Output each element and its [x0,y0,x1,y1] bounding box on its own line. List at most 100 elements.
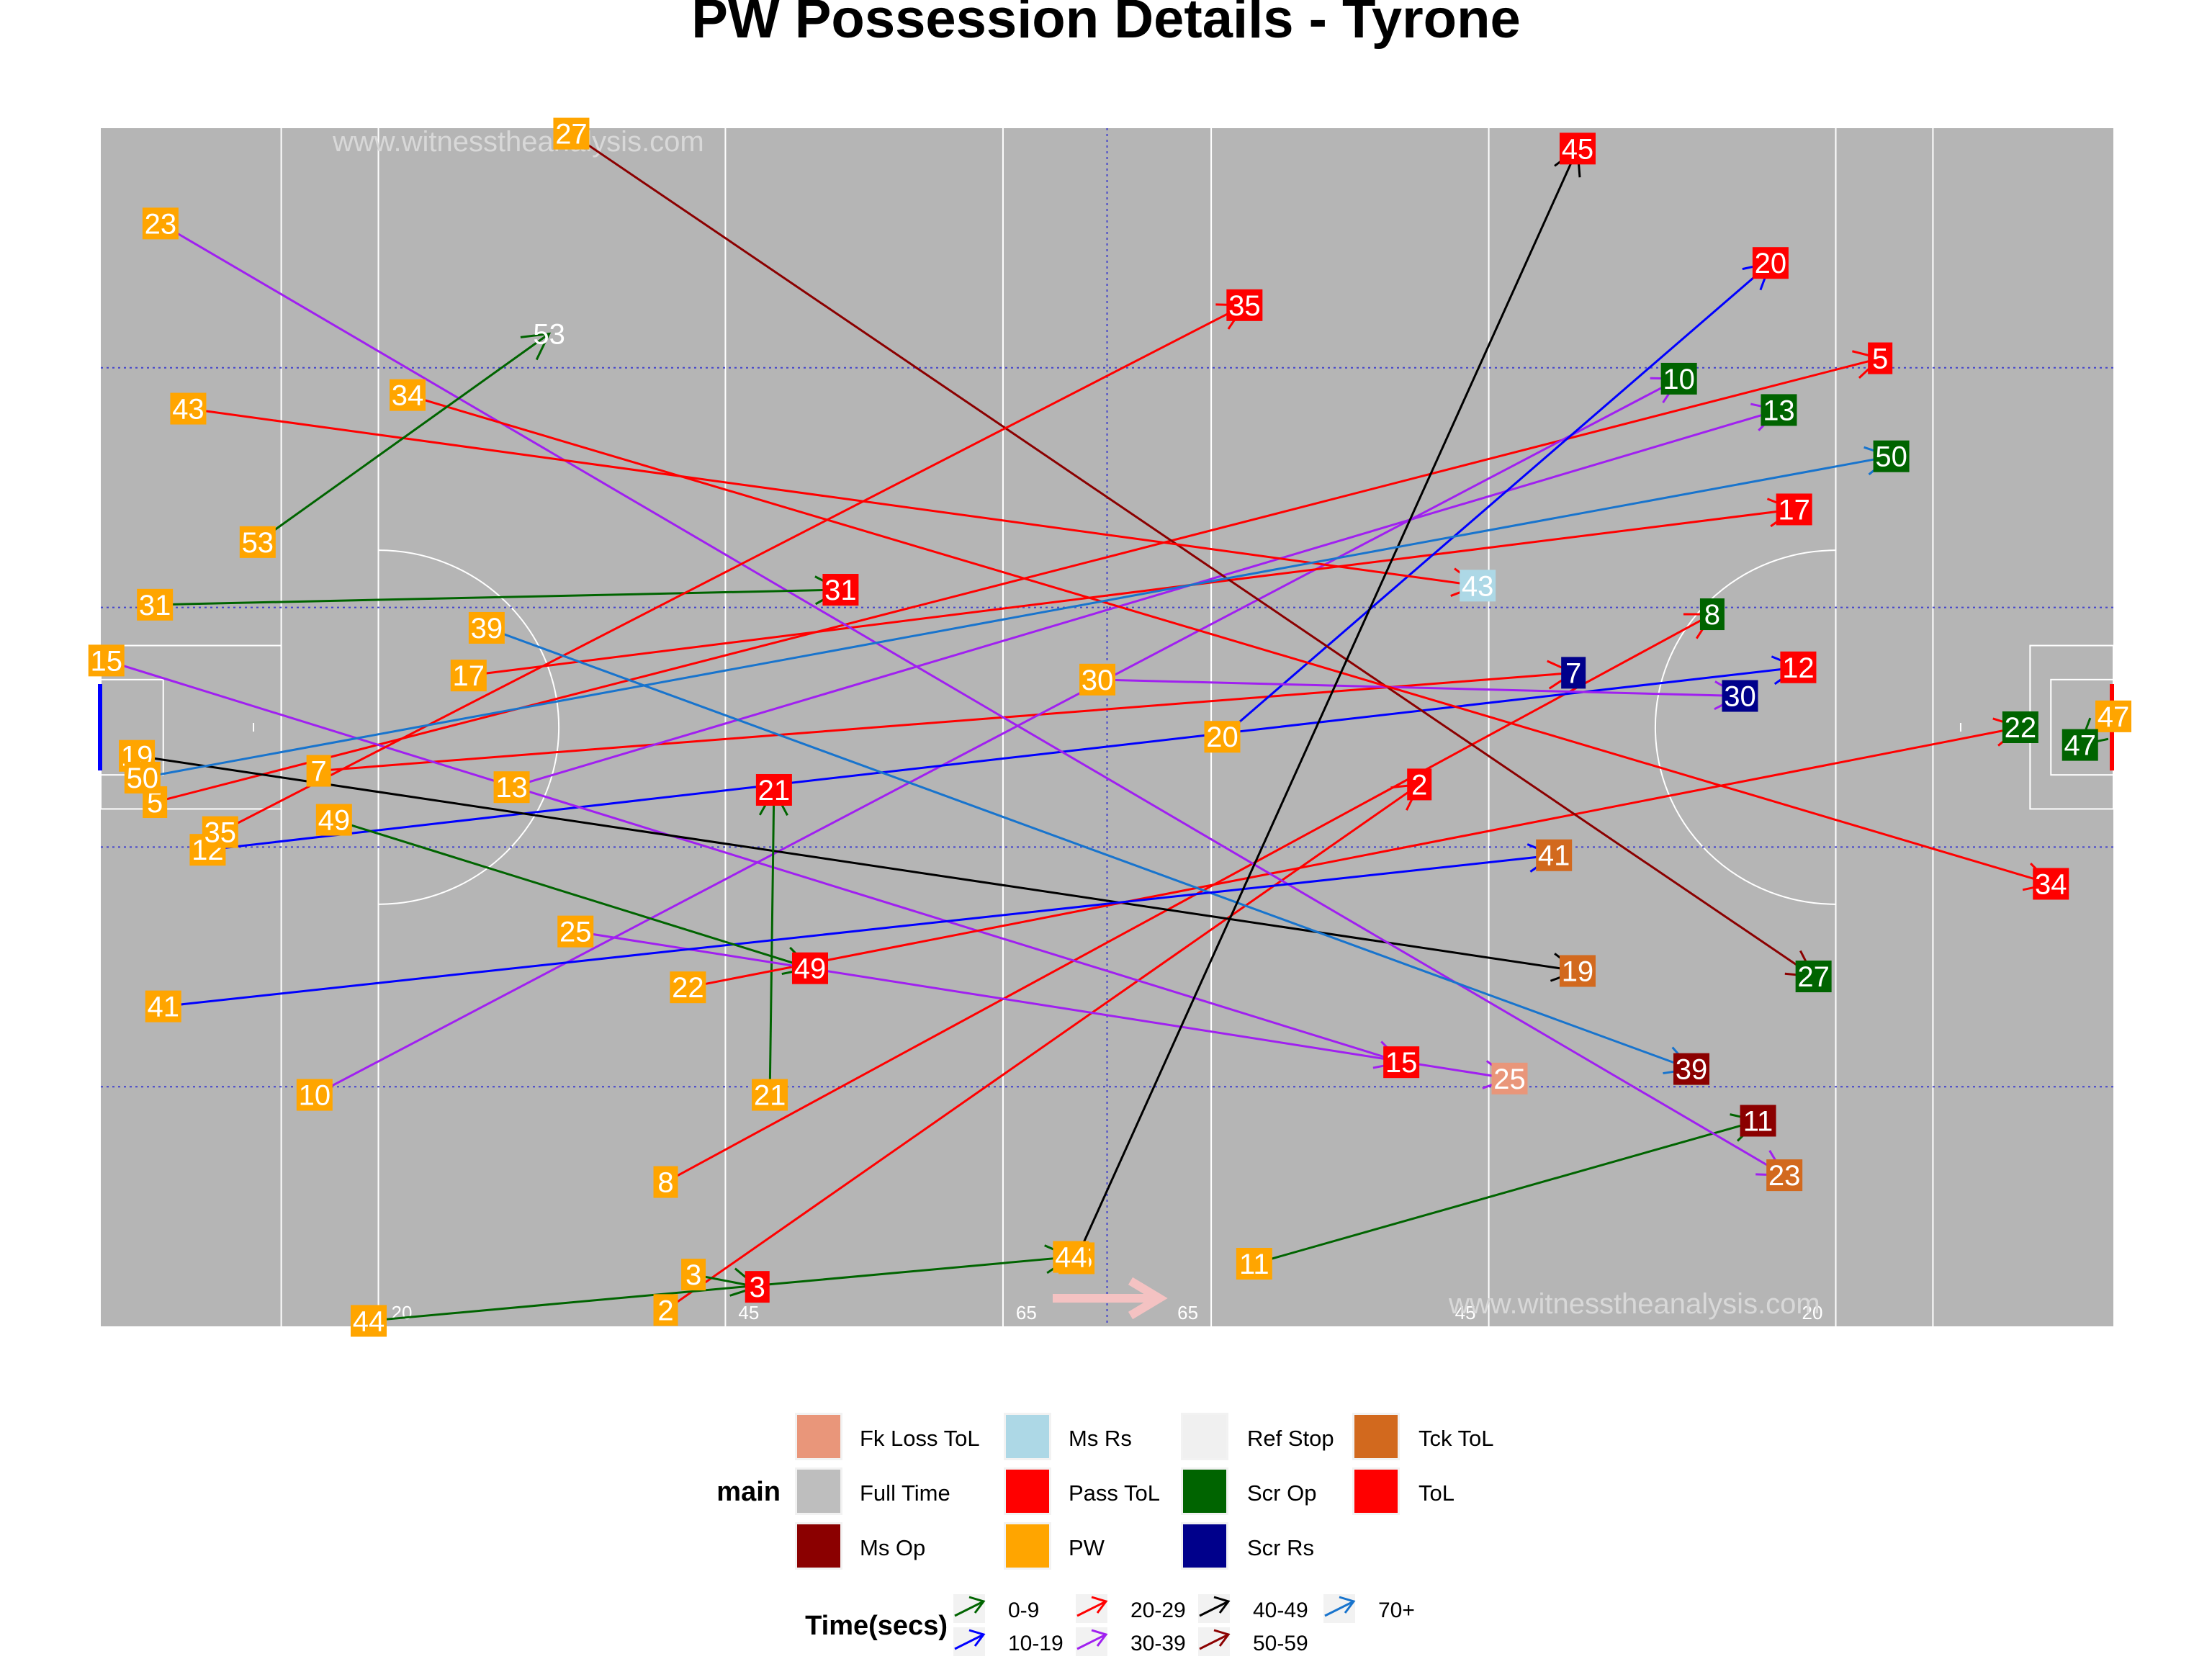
end-label-box [1559,955,1596,987]
start-label: 41 [145,990,181,1023]
end-label-text: 22 [2005,712,2037,744]
end-label-text: 50 [1875,441,1907,473]
start-label: 11 [1236,1248,1272,1280]
start-label-box [142,207,179,240]
start-label: 5 [143,786,168,819]
end-label: 7 [1561,657,1586,689]
legend-main-item: Full Time [795,1467,950,1515]
pitch-line-label: 45 [738,1302,759,1323]
start-label-box [557,915,594,948]
pitch-line-labels: 20 45 65 65 45 20 [392,1302,1823,1323]
end-label: 53 [533,319,565,351]
end-label-text: 13 [1763,395,1795,426]
start-label-box [450,660,487,692]
start-label: 30 [1079,663,1116,696]
start-label: 13 [493,771,530,804]
start-label: 22 [670,971,706,1004]
arrow-line [207,666,1799,851]
arrow-line [575,930,1510,1080]
start-label: 20 [1204,721,1241,753]
end-label-box [1776,493,1812,526]
start-label-text: 13 [495,772,528,804]
end-label: 20 [1752,247,1789,279]
end-label: 19 [1559,955,1596,987]
end-label-text: 20 [1755,248,1787,279]
start-label-text: 5 [147,787,163,819]
end-label-box [1873,440,1910,472]
start-label-box [315,804,352,836]
start-label-text: 30 [1082,665,1114,696]
end-label: 30 [1722,680,1758,713]
legend-arrow-head [1339,1596,1356,1614]
legend-main-item: Scr Rs [1181,1522,1314,1570]
arrow-line [1221,262,1771,738]
right-arc [1654,549,1836,905]
start-label-text: 11 [1239,1249,1269,1280]
start-label-text: 50 [127,763,159,794]
left-goal-marker [98,684,102,770]
start-label-text: 53 [242,527,274,559]
end-label-box [1795,961,1832,993]
end-label: 10 [1660,362,1697,395]
start-label-text: 3 [685,1259,701,1291]
start-label-box [653,1166,678,1198]
end-label-box [1699,598,1725,631]
end-label-box [1536,839,1573,871]
pitch-line-label: 45 [1455,1302,1476,1323]
legend-time-label: 40-49 [1253,1599,1308,1622]
legend-swatch [1006,1470,1049,1513]
end-label-text: 17 [1778,494,1810,526]
end-label-text: 43 [1462,570,1494,602]
end-label-text: 25 [1493,1064,1526,1095]
legend-swatch [1006,1415,1049,1458]
legend-main-item: Scr Op [1181,1467,1316,1515]
legend-arrow-head [1091,1596,1108,1614]
end-label: 13 [1761,394,1797,426]
arrow-line [368,1256,1071,1322]
end-label: 43 [1460,570,1496,602]
end-label-box [745,1271,770,1303]
arrow-line [142,455,1892,779]
start-label-text: 39 [471,613,503,644]
end-label-box [1491,1062,1528,1094]
dotted-grid [101,128,2113,1326]
legend-main-item: Pass ToL [1004,1467,1160,1515]
end-label-box [2033,868,2069,900]
end-label-text: 47 [2064,730,2096,762]
end-label-box [1673,1053,1710,1085]
start-label-text: 15 [90,645,122,677]
legend-swatch [797,1524,840,1568]
end-label-text: 11 [1743,1105,1773,1137]
end-label-text: 8 [1704,599,1720,631]
end-label-text: 10 [1663,364,1695,395]
arrow-line [163,854,1555,1008]
legend-arrow-head [968,1629,986,1647]
pitch-line-label: 20 [392,1302,413,1323]
end-label-box [1868,342,1893,374]
end-label-box [1559,132,1596,165]
start-label-text: 44 [353,1305,385,1337]
arrow-line [160,222,1785,1177]
start-label-box [351,1305,387,1337]
start-label-text: 21 [754,1080,786,1112]
arrow-head [520,332,552,361]
end-label: 22 [2002,711,2038,744]
start-label-box [1079,663,1116,696]
end-label: 25 [1491,1062,1528,1095]
legend-main-item: ToL [1352,1467,1455,1515]
arrow-line [136,755,1578,972]
start-label-text: 31 [139,590,171,621]
end-label-box [755,773,792,806]
start-label-text: 17 [453,660,485,692]
arrow-line [1075,148,1579,1259]
end-label-text: 23 [1768,1160,1801,1192]
end-label: 17 [1776,493,1812,526]
legend-arrow-head [1213,1629,1231,1647]
end-label-box [822,574,859,606]
end-label-text: 3 [750,1272,765,1303]
watermark-bottom: www.witnesstheanalysis.com [1448,1288,1820,1320]
start-label-text: 35 [204,817,237,849]
legend-main-label: Pass ToL [1069,1480,1160,1506]
end-label-text: 5 [1872,343,1888,375]
